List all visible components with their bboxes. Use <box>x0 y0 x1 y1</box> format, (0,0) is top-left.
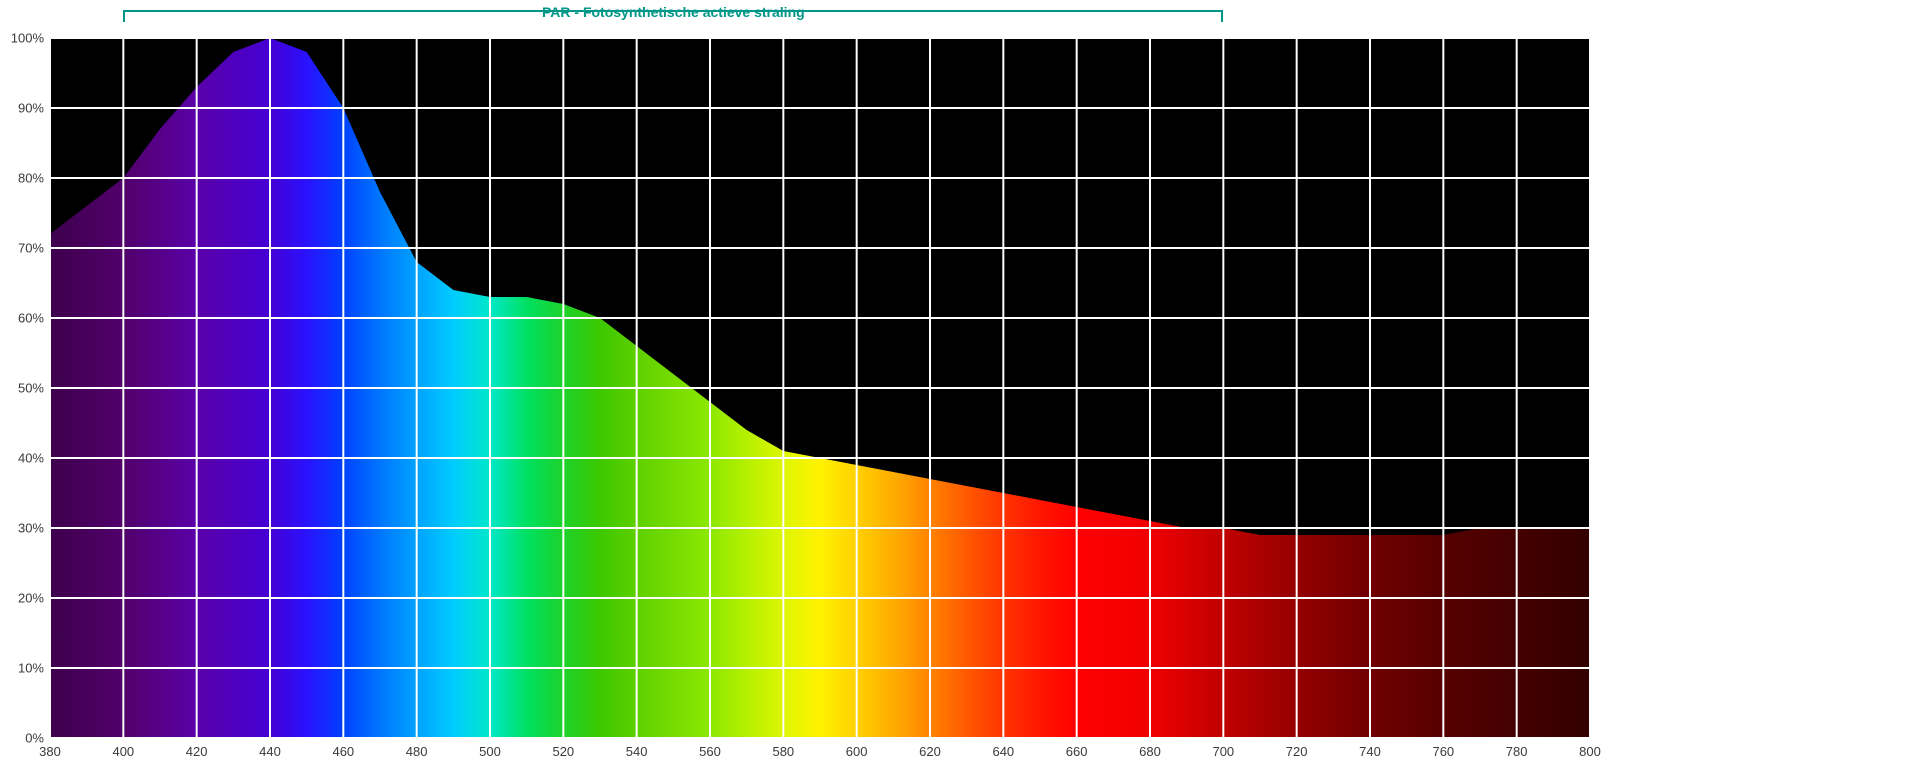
x-tick-label: 660 <box>1066 744 1088 759</box>
y-tick-label: 60% <box>4 311 44 326</box>
x-tick-label: 400 <box>112 744 134 759</box>
plot-area <box>50 38 1590 738</box>
x-tick-label: 560 <box>699 744 721 759</box>
x-tick-label: 640 <box>992 744 1014 759</box>
y-tick-label: 40% <box>4 451 44 466</box>
x-tick-label: 580 <box>772 744 794 759</box>
x-tick-label: 420 <box>186 744 208 759</box>
x-tick-label: 540 <box>626 744 648 759</box>
par-bracket-tick-right <box>1221 10 1223 22</box>
y-tick-label: 20% <box>4 591 44 606</box>
y-tick-label: 50% <box>4 381 44 396</box>
x-tick-label: 680 <box>1139 744 1161 759</box>
x-tick-label: 780 <box>1506 744 1528 759</box>
y-tick-label: 0% <box>4 731 44 746</box>
x-tick-label: 720 <box>1286 744 1308 759</box>
x-tick-label: 620 <box>919 744 941 759</box>
x-tick-label: 800 <box>1579 744 1601 759</box>
y-tick-label: 70% <box>4 241 44 256</box>
y-tick-label: 80% <box>4 171 44 186</box>
x-tick-label: 520 <box>552 744 574 759</box>
x-tick-label: 460 <box>332 744 354 759</box>
x-tick-label: 600 <box>846 744 868 759</box>
x-tick-label: 380 <box>39 744 61 759</box>
par-bracket-label: PAR - Fotosynthetische actieve straling <box>532 4 815 20</box>
x-tick-label: 500 <box>479 744 501 759</box>
par-bracket-tick-left <box>123 10 125 22</box>
x-tick-label: 440 <box>259 744 281 759</box>
y-tick-label: 10% <box>4 661 44 676</box>
x-tick-label: 740 <box>1359 744 1381 759</box>
spectrum-chart: PAR - Fotosynthetische actieve straling … <box>0 0 1920 767</box>
y-tick-label: 30% <box>4 521 44 536</box>
x-tick-label: 480 <box>406 744 428 759</box>
x-tick-label: 760 <box>1432 744 1454 759</box>
x-tick-label: 700 <box>1212 744 1234 759</box>
par-bracket-line <box>123 10 1223 12</box>
y-tick-label: 100% <box>4 31 44 46</box>
y-tick-label: 90% <box>4 101 44 116</box>
